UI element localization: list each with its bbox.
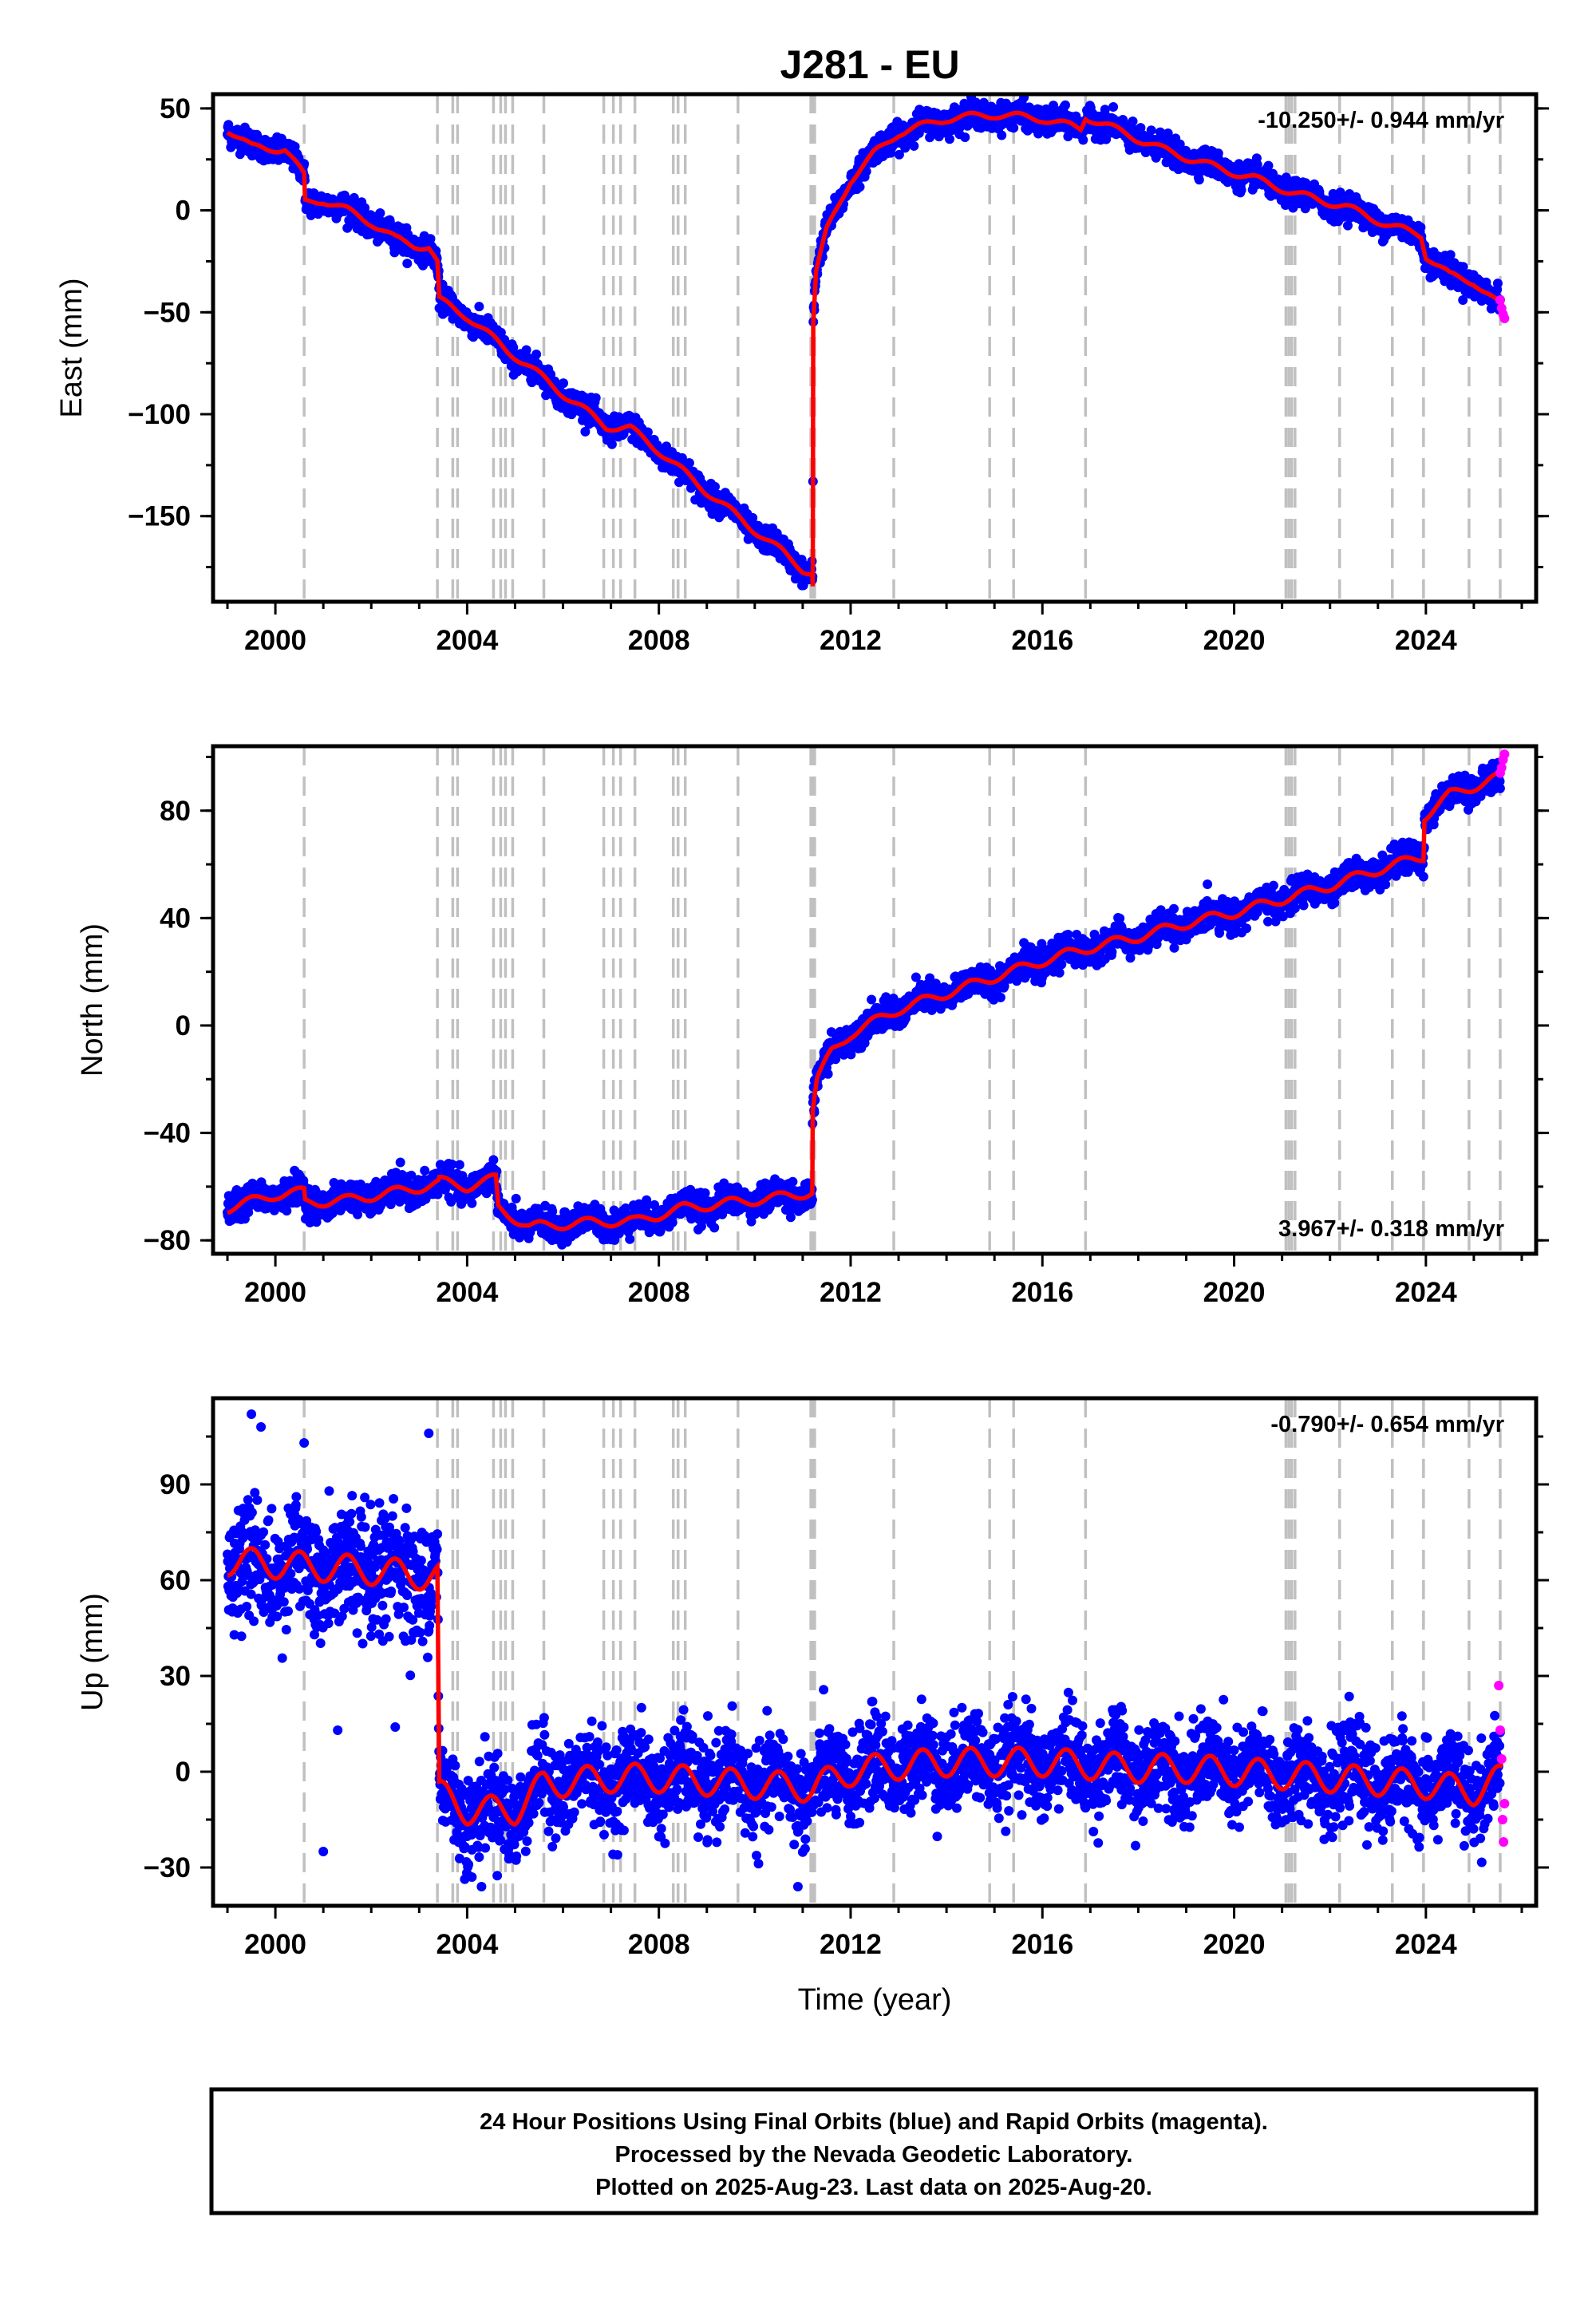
- final-orbit-point: [496, 327, 506, 338]
- final-orbit-point: [402, 259, 413, 269]
- final-orbit-point: [531, 350, 542, 359]
- x-axis: 2000 2004 2008 2012 2016 2020 2024: [226, 602, 1523, 656]
- final-orbit-point: [1194, 175, 1204, 185]
- rapid-orbit-point: [1495, 294, 1505, 305]
- final-orbit-point: [1009, 123, 1019, 133]
- final-orbit-point: [606, 439, 617, 449]
- final-orbit-point: [559, 378, 568, 389]
- y-axis: 50 0 −50 −100 −150: [128, 93, 1549, 569]
- final-orbit-point: [420, 1165, 430, 1176]
- final-orbit-point: [855, 182, 865, 192]
- final-orbit-point: [425, 234, 436, 244]
- rapid-orbit-points: [1495, 294, 1510, 323]
- y-tick-label: −50: [144, 297, 191, 328]
- final-orbit-point: [527, 377, 537, 388]
- final-orbit-point: [909, 140, 919, 151]
- y-tick-label: 0: [176, 196, 191, 227]
- final-orbit-point: [894, 149, 904, 160]
- final-orbit-point: [488, 1155, 499, 1165]
- final-orbit-point: [282, 1206, 292, 1216]
- y-axis-label: East (mm): [55, 278, 89, 417]
- final-orbit-point: [642, 427, 653, 437]
- final-orbit-point: [454, 1160, 464, 1170]
- final-orbit-point: [511, 1193, 521, 1203]
- x-tick-label: 2004: [436, 625, 498, 656]
- x-tick-label: 2024: [1395, 625, 1457, 656]
- chart-title: J281 - EU: [780, 42, 959, 87]
- final-orbit-point: [1078, 135, 1088, 145]
- rapid-orbit-point: [1499, 313, 1510, 323]
- final-orbit-point: [748, 512, 758, 523]
- plot-area: [223, 94, 1510, 602]
- final-orbit-point: [960, 132, 970, 142]
- x-tick-label: 2016: [1011, 625, 1073, 656]
- final-orbit-point: [1128, 117, 1138, 126]
- x-tick-label: 2012: [820, 625, 882, 656]
- final-orbit-point: [861, 166, 871, 176]
- axes-frame: [211, 92, 1539, 604]
- final-orbit-point: [1416, 222, 1426, 232]
- final-orbit-points: [223, 757, 1505, 1250]
- x-tick-label: 2008: [628, 625, 690, 656]
- north-panel: 2000 2004 2008 2012 2016 2020 202480400−40−80N…: [76, 744, 1549, 1308]
- x-tick-label: 2020: [1203, 625, 1266, 656]
- final-orbit-point: [474, 302, 484, 312]
- x-tick-label: 2000: [244, 625, 306, 656]
- final-orbit-point: [945, 134, 954, 144]
- y-tick-label: −100: [128, 399, 191, 430]
- final-orbit-point: [1061, 100, 1070, 110]
- final-orbit-point: [997, 130, 1007, 140]
- final-orbit-point: [1108, 102, 1119, 112]
- rate-label: -10.250+/- 0.944 mm/yr: [1258, 108, 1504, 133]
- final-orbit-point: [710, 481, 720, 492]
- plot-area: [223, 746, 1510, 1254]
- final-orbit-point: [375, 208, 385, 218]
- final-orbit-point: [580, 426, 591, 437]
- final-orbit-point: [591, 393, 601, 403]
- final-orbit-point: [684, 458, 694, 468]
- final-orbit-point: [395, 1157, 405, 1168]
- east-panel: 2000 2004 2008 2012 2016 2020 2024 50 0 −50 −100 −1…: [55, 92, 1549, 656]
- final-orbit-point: [1492, 279, 1503, 289]
- final-orbit-point: [1236, 185, 1246, 196]
- y-tick-label: −150: [128, 501, 191, 532]
- final-orbit-point: [900, 143, 911, 153]
- final-orbit-point: [1146, 125, 1156, 136]
- y-tick-label: 50: [160, 93, 191, 124]
